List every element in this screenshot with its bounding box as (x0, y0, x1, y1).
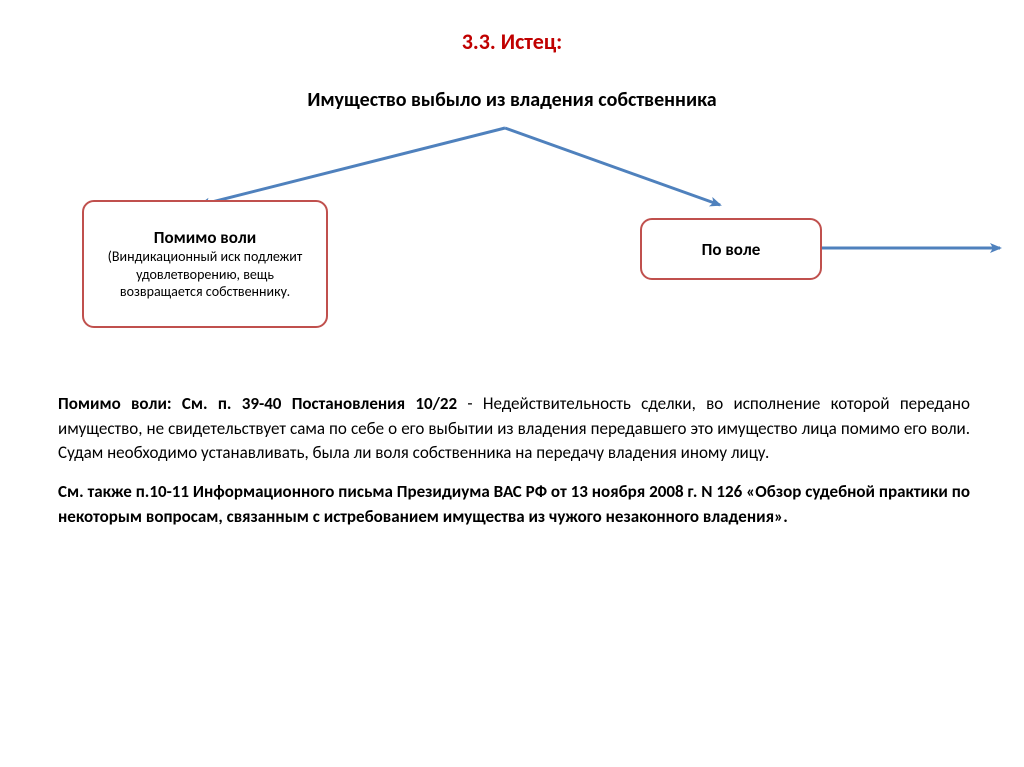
slide-subtitle: Имущество выбыло из владения собственник… (0, 88, 1024, 112)
node-left-title: Помимо воли (154, 227, 257, 248)
node-right-title: По воле (702, 239, 761, 260)
body-p1: Помимо воли: См. п. 39-40 Постановления … (58, 392, 970, 466)
node-left-detail: (Виндикационный иск подлежит удовлетворе… (94, 248, 316, 301)
body-text: Помимо воли: См. п. 39-40 Постановления … (58, 392, 970, 543)
slide: 3.3. Истец: Имущество выбыло из владения… (0, 0, 1024, 767)
arrow-to-left-node (200, 128, 505, 205)
slide-title: 3.3. Истец: (0, 28, 1024, 55)
node-right: По воле (640, 218, 822, 280)
body-p2: См. также п.10-11 Информационного письма… (58, 480, 970, 529)
node-left: Помимо воли (Виндикационный иск подлежит… (82, 200, 328, 328)
arrows-layer (0, 0, 1024, 767)
arrow-to-right-node (505, 128, 720, 205)
body-p1-lead: Помимо воли: См. п. 39-40 Постановления … (58, 393, 457, 414)
